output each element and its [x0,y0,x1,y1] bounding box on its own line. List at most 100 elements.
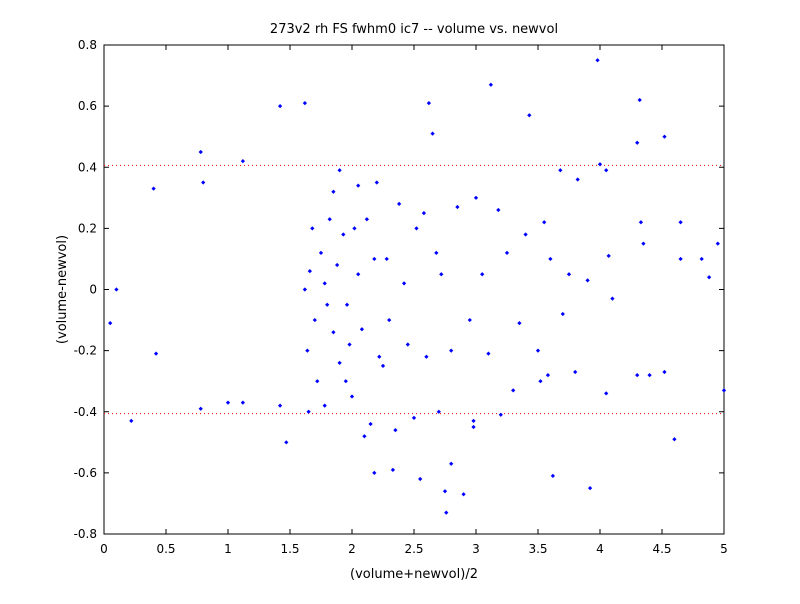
data-point [368,421,373,427]
data-point [597,162,603,167]
y-tick-label: -0.8 [74,527,97,541]
y-tick-label: 0.8 [78,38,97,52]
data-point [498,412,503,417]
y-tick-label: -0.6 [74,466,97,480]
data-point [444,510,449,515]
data-point [421,210,427,216]
x-tick-label: 4.5 [652,542,671,556]
data-point [337,168,342,173]
x-axis-label: (volume+newvol)/2 [350,567,478,582]
data-point [240,159,246,164]
data-point [560,311,565,317]
y-tick-label: -0.2 [74,344,97,358]
data-point [352,226,357,231]
data-point [523,232,528,237]
y-tick-label: 0 [89,283,97,297]
data-point [721,388,727,393]
data-point [356,183,361,188]
data-point [604,391,609,396]
data-point [240,400,246,405]
data-point [349,394,355,399]
reference-lines [104,164,724,415]
y-axis-ticks: -0.8 -0.6 -0.4 -0.2 0 0.2 0.4 0.6 0.8 [74,38,724,541]
data-point [535,348,541,353]
data-point [405,342,410,347]
y-tick-label: 0.4 [78,160,97,174]
data-point [558,168,563,173]
data-point [322,403,327,408]
data-point [461,492,466,497]
data-point [662,134,667,139]
data-point [201,180,206,185]
data-point [310,226,315,231]
data-point [486,351,491,356]
data-point [647,372,652,378]
data-point [496,207,501,213]
x-axis-ticks: 0 0.5 1 1.5 2 2.5 3 3.5 4 4.5 5 [100,45,728,556]
x-tick-label: 3 [472,542,480,556]
data-point [347,342,352,347]
data-point [699,256,704,262]
data-point [511,388,516,393]
data-point [337,360,342,365]
data-point [467,317,472,323]
data-point [545,372,551,378]
x-tick-label: 1 [224,542,232,556]
data-point [672,437,677,442]
data-point [277,403,283,408]
data-point [606,253,611,259]
data-point [548,256,553,262]
data-point [715,241,720,246]
data-point [449,461,454,466]
data-point [706,275,712,280]
data-point [372,470,377,475]
chart-title: 273v2 rh FS fwhm0 ic7 -- volume vs. newv… [270,22,558,37]
data-point [153,351,159,356]
data-point [151,186,156,191]
data-point [430,131,435,136]
x-tick-label: 2 [348,542,356,556]
data-point [587,486,593,491]
data-point [473,195,479,200]
data-point [344,302,350,307]
data-point [542,220,547,225]
data-point [442,489,448,494]
data-point [390,467,396,472]
data-point [305,348,310,353]
data-point [455,204,460,210]
data-point [393,427,398,433]
data-point [471,424,476,430]
y-tick-label: -0.4 [74,405,97,419]
data-point [610,296,615,301]
data-point [377,354,382,359]
data-point [401,281,407,286]
x-tick-label: 3.5 [528,542,547,556]
x-tick-label: 4 [596,542,604,556]
data-point [424,354,429,359]
data-point [434,250,439,255]
data-point [414,226,419,231]
data-point [449,348,454,353]
data-point [315,379,320,384]
data-point [436,409,441,414]
data-point [575,177,580,182]
data-point [641,241,646,246]
data-point [678,220,683,225]
data-point [312,317,317,323]
data-point [325,302,330,307]
data-point [284,440,289,445]
data-point [302,287,308,292]
data-point [538,379,543,384]
data-point [418,476,423,482]
data-point [635,140,640,145]
data-point [307,269,312,274]
data-point [471,418,476,424]
data-point [198,149,203,155]
data-point [374,180,379,185]
data-point [318,250,324,255]
data-points [108,58,727,515]
data-point [604,168,609,173]
data-point [341,232,346,237]
